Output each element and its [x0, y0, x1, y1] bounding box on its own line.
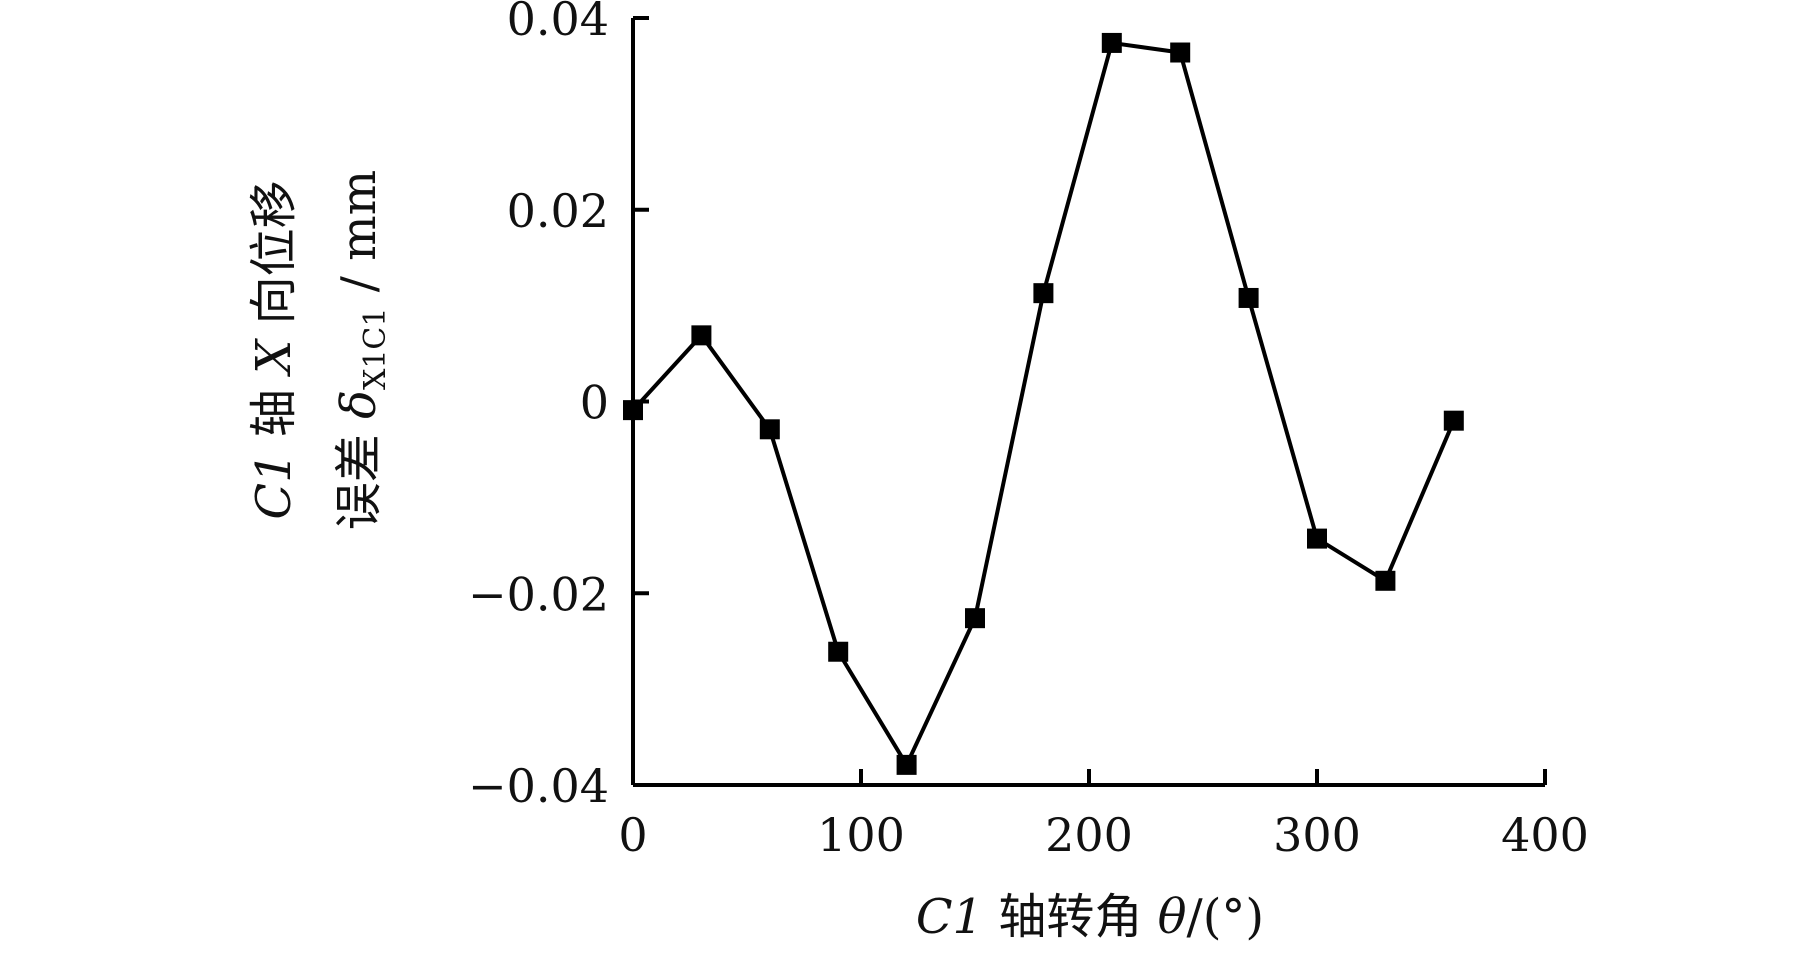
- y-tick-label: −0.04: [468, 759, 609, 813]
- y-tick-label: 0.02: [507, 184, 609, 238]
- y-tick-label: −0.02: [468, 567, 609, 621]
- data-point-marker: [1238, 287, 1259, 308]
- data-point-marker: [623, 400, 643, 421]
- x-tick-label: 200: [1045, 808, 1133, 862]
- data-point-marker: [896, 754, 917, 775]
- data-point-marker: [1170, 42, 1191, 63]
- data-point-marker: [1375, 570, 1396, 591]
- series-layer: [623, 32, 1464, 775]
- data-point-marker: [1307, 528, 1327, 549]
- x-tick-label: 400: [1501, 808, 1589, 862]
- x-ticks: 0 100 200 300 400: [618, 769, 1589, 862]
- data-point-marker: [1033, 283, 1054, 304]
- y-tick-label: 0: [580, 376, 609, 430]
- data-point-marker: [965, 608, 985, 629]
- y-ticks: −0.04 −0.02 0 0.02 0.04: [468, 0, 649, 813]
- y-axis-title-line1: C1 轴 X 向位移: [246, 180, 302, 519]
- series-line: [631, 40, 1456, 767]
- x-tick-label: 100: [817, 808, 905, 862]
- data-point-marker: [1443, 410, 1464, 431]
- y-tick-label: 0.04: [507, 0, 609, 46]
- data-point-marker: [759, 419, 780, 440]
- data-point-marker: [828, 641, 849, 662]
- x-tick-label: 300: [1273, 808, 1361, 862]
- x-tick-label: 0: [618, 808, 647, 862]
- data-point-marker: [691, 325, 712, 346]
- data-point-marker: [1101, 32, 1122, 53]
- x-axis-title: C1 轴转角 θ/(°): [916, 889, 1264, 945]
- y-axis-title-line2: 误差 δX1C1 / mm: [331, 170, 393, 530]
